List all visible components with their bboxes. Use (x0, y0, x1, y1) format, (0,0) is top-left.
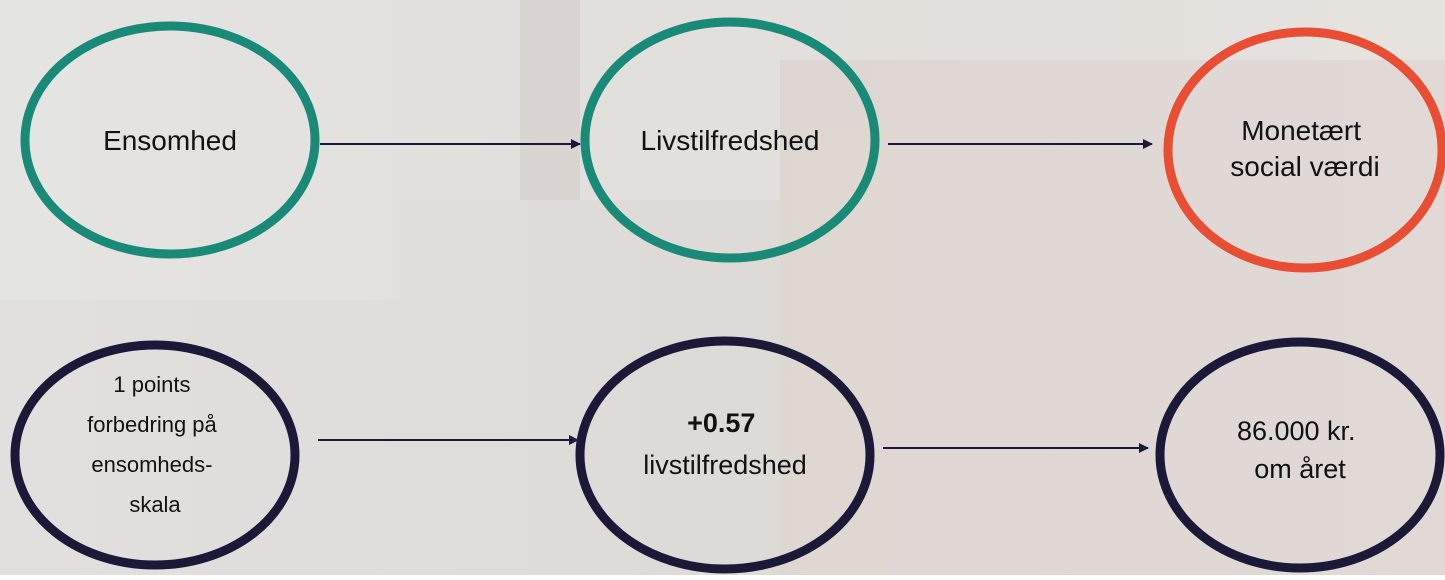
node-label: Livstilfredshed (641, 125, 820, 156)
node-line: Livstilfredshed (641, 125, 820, 156)
node-line: Ensomhed (103, 125, 237, 156)
node-line: forbedring på (87, 412, 217, 437)
page: {"nodes": [ {"lines": ["Ensomhed"]}, {"l… (0, 0, 1445, 575)
node-line: skala (129, 492, 181, 517)
node-line: 86.000 kr. (1237, 416, 1356, 446)
node-label: Ensomhed (103, 125, 237, 156)
node-line: ensomheds- (91, 452, 212, 477)
node-line: +0.57 (687, 408, 755, 438)
node-line: Monetært (1241, 115, 1361, 146)
diagram: Ensomhed Livstilfredshed Monetært social… (0, 0, 1445, 575)
node-line: 1 points (113, 372, 190, 397)
node-line: livstilfredshed (643, 450, 807, 480)
node-line: om året (1254, 454, 1346, 484)
node-line: social værdi (1230, 151, 1379, 182)
